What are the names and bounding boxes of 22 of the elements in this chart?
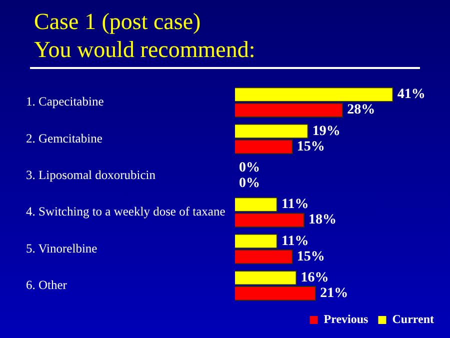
chart-title: Case 1 (post case) — [34, 8, 202, 36]
data-label: 18% — [308, 212, 337, 228]
legend-label: Previous — [324, 312, 369, 326]
data-label: 15% — [296, 139, 325, 154]
legend-label: Current — [392, 312, 434, 326]
y-tick-label: 4. Switching to a weekly dose of taxane — [26, 204, 226, 219]
chart-subtitle: You would recommend: — [34, 36, 256, 64]
data-label: 11% — [281, 197, 309, 212]
data-label: 41% — [397, 87, 426, 102]
data-label: 0% — [239, 176, 260, 192]
data-label: 15% — [296, 249, 325, 264]
y-tick-label: 6. Other — [26, 278, 68, 292]
data-label: 19% — [312, 124, 340, 139]
y-tick-label: 2. Gemcitabine — [26, 131, 103, 146]
y-tick-label: 1. Capecitabine — [26, 94, 104, 109]
data-label: 21% — [320, 286, 348, 302]
y-tick-label: 3. Liposomal doxorubicin — [26, 168, 156, 182]
y-tick-label: 5. Vinorelbine — [26, 241, 98, 256]
data-label: 28% — [347, 102, 376, 118]
data-label: 0% — [239, 160, 260, 176]
data-label: 16% — [300, 270, 329, 286]
data-label: 11% — [281, 234, 309, 249]
